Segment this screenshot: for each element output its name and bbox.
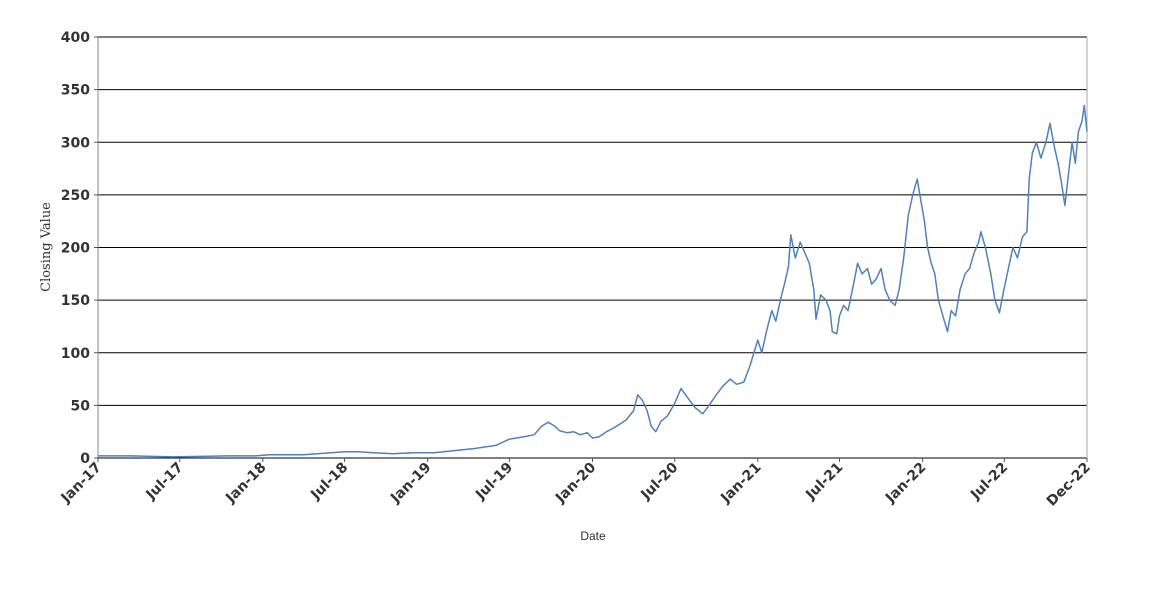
y-axis-title: Closing Value [39, 202, 54, 292]
x-tick-label-Jul-18: Jul-18 [307, 460, 351, 504]
x-tick-label-Jul-17: Jul-17 [143, 460, 187, 504]
y-tick-label-100: 100 [61, 346, 90, 362]
y-tick-label-150: 150 [61, 293, 90, 309]
series-layer [98, 104, 1088, 458]
x-tick-label-Jan-19: Jan-19 [387, 460, 434, 507]
x-tick-label-Jul-20: Jul-20 [637, 459, 681, 503]
y-tick-label-50: 50 [71, 398, 91, 414]
x-axis-ticks: Jan-17 Jul-17 Jan-18 Jul-18 Jan-19 Jul-19 Jan-… [58, 458, 1094, 510]
y-axis-ticks: 0 50 100 150 200 250 300 350 400 [61, 30, 98, 467]
y-tick-label-300: 300 [61, 135, 90, 151]
x-tick-label-Jan-20: Jan-20 [552, 459, 599, 506]
y-tick-label-200: 200 [61, 241, 90, 257]
x-tick-label-Jul-21: Jul-21 [802, 460, 846, 504]
x-tick-label-Jan-21: Jan-21 [717, 460, 764, 507]
x-tick-label-Dec-22: Dec-22 [1044, 460, 1094, 510]
x-tick-label-Jan-18: Jan-18 [222, 460, 269, 507]
y-tick-label-0: 0 [80, 451, 90, 467]
gridlines [98, 36, 1087, 406]
x-tick-label-Jan-22: Jan-22 [882, 460, 929, 507]
series-line-0 [98, 104, 1088, 458]
y-tick-label-250: 250 [61, 188, 90, 204]
x-tick-label-Jul-19: Jul-19 [472, 460, 516, 504]
y-tick-label-400: 400 [61, 30, 90, 46]
y-tick-label-350: 350 [61, 83, 90, 99]
x-axis-title: Date [580, 529, 606, 543]
x-tick-label-Jul-22: Jul-22 [967, 460, 1011, 504]
